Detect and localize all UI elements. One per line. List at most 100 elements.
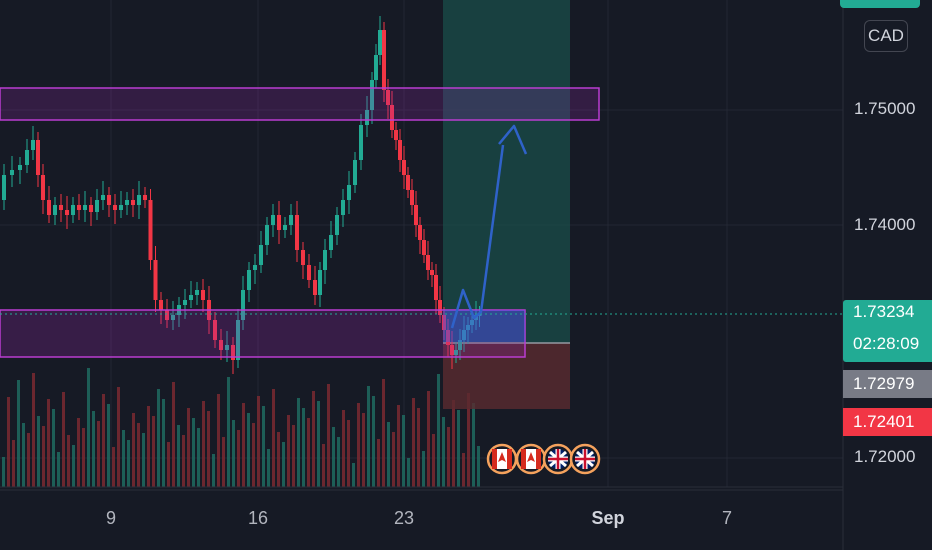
candle-body [36, 140, 40, 175]
uk-flag-icon[interactable] [544, 445, 572, 473]
volume-bar [412, 398, 415, 487]
volume-bar [207, 411, 210, 487]
candle-body [422, 240, 426, 255]
volume-bar [362, 413, 365, 487]
candle-body [402, 160, 406, 175]
volume-bar [462, 453, 465, 487]
volume-bar [377, 439, 380, 487]
candle-body [41, 175, 45, 200]
volume-bar [282, 442, 285, 487]
volume-bar [202, 401, 205, 487]
volume-bar [12, 440, 15, 487]
candle-body [271, 215, 275, 225]
candle-body [18, 165, 22, 170]
resistance-zone[interactable] [0, 88, 599, 120]
candle-body [131, 200, 135, 205]
volume-bar [27, 433, 30, 487]
volume-bar [217, 394, 220, 487]
candle-body [341, 200, 345, 215]
candle-body [31, 140, 35, 150]
volume-bar [452, 400, 455, 487]
volume-bar [197, 428, 200, 487]
candle-body [247, 270, 251, 290]
volume-bar [187, 408, 190, 487]
economic-events [488, 445, 599, 473]
candle-body [398, 140, 402, 160]
canada-flag-icon[interactable] [517, 445, 545, 473]
volume-bar [152, 416, 155, 487]
candle-body [137, 195, 141, 205]
volume-bar [337, 437, 340, 487]
volume-bar [62, 392, 65, 487]
volume-bar [182, 435, 185, 487]
candle-body [295, 215, 299, 250]
volume-bar [72, 445, 75, 487]
volume-bar [392, 432, 395, 487]
volume-bar [447, 427, 450, 487]
uk-flag-icon[interactable] [571, 445, 599, 473]
candle-body [149, 200, 153, 260]
canada-flag-icon[interactable] [488, 445, 516, 473]
date-tick-month: Sep [591, 508, 624, 529]
candle-body [414, 205, 418, 225]
candle-body [77, 205, 81, 210]
volume-bar [122, 430, 125, 487]
candle-body [359, 125, 363, 160]
volume-bar [112, 447, 115, 487]
volume-bar [252, 423, 255, 487]
candle-body [259, 245, 263, 265]
volume-bar [397, 405, 400, 487]
candle-body [59, 205, 63, 210]
volume-bar [322, 444, 325, 487]
price-tick: 1.72000 [854, 447, 915, 467]
volume-bar [407, 458, 410, 487]
volume-bars [2, 368, 480, 487]
volume-bar [237, 430, 240, 487]
volume-bar [302, 408, 305, 487]
date-tick: 7 [722, 508, 732, 529]
volume-bar [177, 425, 180, 487]
volume-bar [307, 418, 310, 487]
volume-bar [432, 434, 435, 487]
candle-body [335, 215, 339, 235]
volume-bar [312, 391, 315, 487]
volume-bar [347, 420, 350, 487]
date-tick: 16 [248, 508, 268, 529]
candle-body [374, 55, 378, 80]
candle-body [47, 200, 51, 215]
candle-body [318, 270, 322, 295]
volume-bar [2, 457, 5, 487]
price-tick: 1.74000 [854, 215, 915, 235]
candle-body [329, 235, 333, 250]
price-label-chip [840, 0, 920, 8]
volume-bar [117, 387, 120, 487]
candle-body [195, 290, 199, 295]
volume-bar [32, 373, 35, 487]
stop-price-label: 1.72401 [843, 408, 932, 436]
current-price-label: 1.73234 02:28:09 [843, 300, 932, 362]
volume-bar [457, 410, 460, 487]
volume-bar [107, 404, 110, 487]
volume-bar [222, 437, 225, 487]
volume-bar [287, 415, 290, 487]
candle-body [53, 205, 57, 215]
candle-body [143, 195, 147, 200]
volume-bar [387, 422, 390, 487]
candle-body [183, 300, 187, 305]
candle-body [347, 185, 351, 200]
candle-body [323, 250, 327, 270]
candle-body [430, 270, 434, 275]
currency-button[interactable]: CAD [864, 20, 908, 52]
candle-body [154, 260, 158, 300]
volume-bar [257, 396, 260, 487]
candle-body [434, 275, 438, 300]
candle-body [418, 225, 422, 240]
volume-bar [37, 416, 40, 487]
candle-body [125, 200, 129, 205]
volume-bar [297, 398, 300, 487]
candle-body [253, 265, 257, 270]
volume-bar [357, 403, 360, 487]
volume-bar [267, 449, 270, 487]
